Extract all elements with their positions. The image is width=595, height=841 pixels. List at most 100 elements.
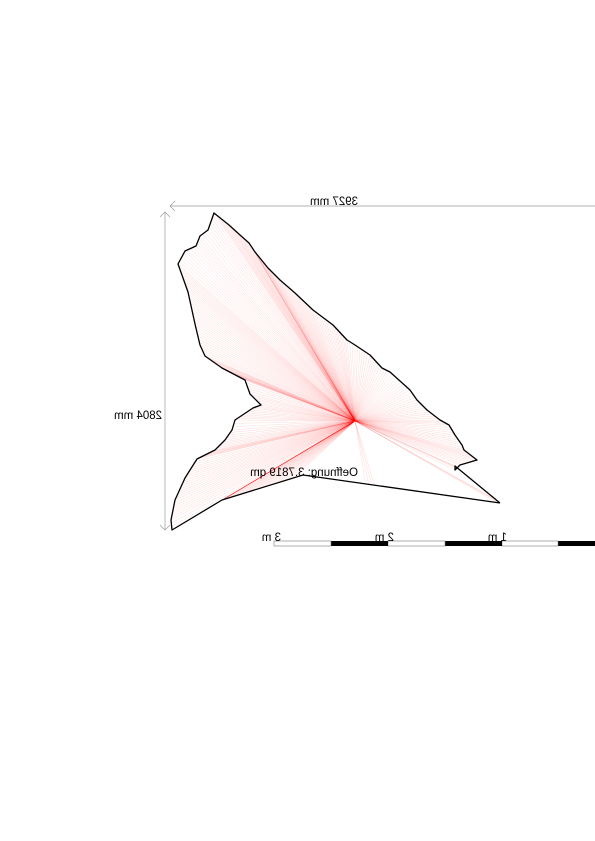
visibility-ray [182, 420, 356, 484]
visibility-ray [354, 420, 460, 471]
visibility-ray [354, 373, 393, 422]
scale-label-1m: 1 m [488, 532, 507, 544]
visibility-ray [310, 307, 356, 422]
visibility-ray [354, 420, 466, 464]
visibility-ray [354, 420, 372, 485]
visibility-ray [209, 359, 356, 422]
visibility-ray [354, 420, 456, 436]
visibility-ray [183, 280, 356, 422]
visibility-ray [354, 379, 400, 422]
visibility-ray [232, 373, 356, 422]
visibility-ray [227, 420, 356, 499]
visibility-ray [259, 420, 356, 489]
visibility-ray [354, 420, 475, 459]
visibility-ray [186, 289, 356, 422]
visibility-ray [255, 406, 356, 422]
visibility-ray [184, 283, 356, 422]
visibility-ray [242, 420, 356, 494]
visibility-ray [193, 247, 356, 422]
visibility-ray [189, 300, 356, 422]
visibility-ray [170, 420, 356, 521]
visibility-ray [354, 405, 424, 422]
visibility-ray [210, 221, 356, 422]
visibility-ray [251, 247, 356, 422]
visibility-ray [197, 332, 356, 422]
visibility-ray [203, 420, 356, 512]
visibility-ray [183, 420, 356, 481]
visibility-ray [239, 234, 356, 422]
visibility-ray [277, 277, 356, 422]
visibility-ray [336, 329, 356, 422]
visibility-ray [288, 420, 356, 480]
visibility-ray [207, 420, 356, 455]
visibility-ray [187, 291, 356, 422]
visibility-ray [354, 407, 426, 422]
visibility-ray [354, 420, 472, 457]
visibility-ray [286, 285, 356, 422]
visibility-ray [354, 420, 467, 453]
visibility-ray [231, 420, 356, 431]
visibility-ray [354, 420, 464, 448]
visibility-rays [170, 212, 501, 531]
visibility-ray [223, 220, 356, 422]
visibility-ray [214, 420, 356, 505]
visibility-ray [354, 354, 371, 422]
visibility-ray [354, 420, 463, 465]
visibility-ray [171, 420, 356, 518]
visibility-ray [303, 301, 356, 422]
visibility-ray [247, 388, 356, 422]
visibility-ray [271, 271, 356, 422]
visibility-ray [219, 366, 356, 422]
visibility-ray [200, 420, 356, 513]
visibility-ray [290, 289, 356, 422]
visibility-ray [247, 411, 356, 422]
visibility-ray [178, 266, 356, 422]
visibility-ray [199, 344, 356, 422]
visibility-ray [239, 377, 356, 422]
visibility-ray [173, 420, 356, 509]
visibility-ray [226, 420, 356, 438]
visibility-ray [354, 420, 456, 471]
visibility-ray [184, 250, 356, 422]
visibility-ray [248, 391, 356, 422]
visibility-ray [203, 353, 356, 422]
visibility-ray [354, 420, 498, 502]
visibility-ray [354, 387, 408, 422]
visibility-ray [196, 420, 356, 460]
visibility-ray [254, 251, 356, 422]
visibility-ray [219, 420, 356, 502]
visibility-ray [245, 420, 356, 494]
scale-segment-5 [273, 540, 332, 547]
scale-label-2m: 2 m [375, 532, 394, 544]
visibility-ray [224, 420, 356, 500]
visibility-ray [216, 420, 356, 504]
visibility-ray [354, 389, 411, 422]
visibility-ray [179, 420, 356, 490]
visibility-ray [253, 249, 356, 422]
visibility-ray [242, 414, 356, 422]
visibility-ray [258, 256, 356, 422]
visibility-ray [354, 397, 416, 422]
visibility-ray [189, 297, 356, 422]
visibility-ray [354, 420, 463, 446]
visibility-ray [228, 224, 356, 422]
visibility-ray [233, 228, 356, 422]
visibility-ray [204, 355, 356, 422]
visibility-ray [354, 348, 361, 422]
visibility-ray [180, 258, 356, 422]
visibility-ray [198, 338, 356, 422]
visibility-ray [246, 385, 356, 422]
visibility-ray [256, 420, 356, 490]
visibility-ray [271, 420, 356, 485]
visibility-ray [206, 420, 356, 510]
visibility-ray [265, 265, 356, 422]
visibility-ray [179, 261, 356, 422]
visibility-ray [202, 420, 356, 457]
visibility-ray [354, 420, 458, 468]
visibility-ray [354, 409, 428, 422]
visibility-ray [312, 309, 356, 422]
visibility-ray [250, 420, 356, 492]
scale-segment-0 [558, 541, 595, 546]
visibility-ray [185, 286, 356, 422]
visibility-ray [354, 420, 459, 441]
